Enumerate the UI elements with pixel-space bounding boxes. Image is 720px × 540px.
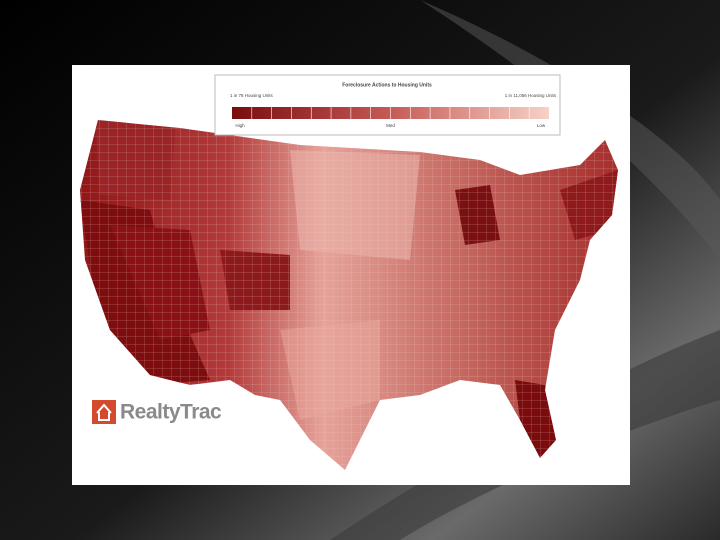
legend-scale-label: High bbox=[235, 123, 245, 128]
legend-scale: High Med Low bbox=[235, 123, 546, 128]
legend-dividers bbox=[251, 107, 530, 119]
legend-scale-label: Med bbox=[386, 123, 395, 128]
legend-left-label: 1 in 78 Housing Units bbox=[230, 93, 274, 98]
logo-house bbox=[96, 403, 112, 421]
legend-scale-label: Low bbox=[537, 123, 546, 128]
logo: RealtyTrac bbox=[92, 400, 223, 424]
legend-right-label: 1 in 11,056 Housing Units bbox=[505, 93, 557, 98]
legend-box bbox=[214, 74, 561, 136]
logo-text: RealtyTrac bbox=[120, 401, 222, 424]
legend-title: Foreclosure Actions to Housing Units bbox=[342, 82, 432, 88]
